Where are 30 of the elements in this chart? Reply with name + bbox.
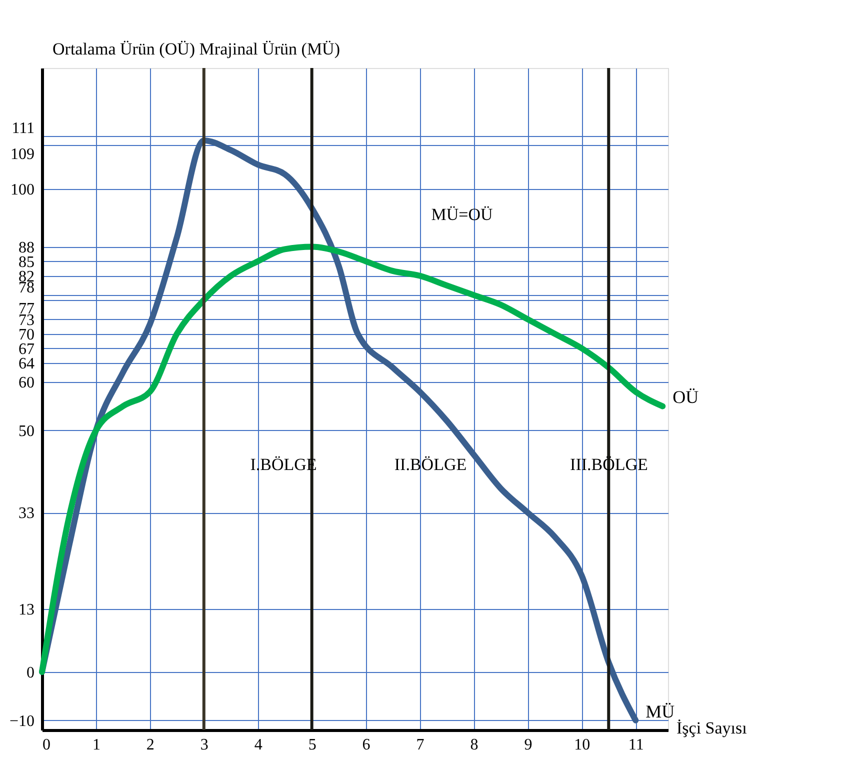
y-tick-label: 67 [18, 340, 34, 358]
y-tick-label: 109 [10, 146, 34, 163]
y-tick-label: 111 [12, 120, 34, 138]
x-tick-label: 2 [146, 736, 154, 754]
x-tick-label: 1 [92, 736, 100, 754]
x-tick-label: 10 [574, 736, 590, 754]
y-tick-label: 88 [18, 239, 34, 256]
y-tick-label: 50 [18, 422, 34, 440]
x-axis-title: İşçi Sayısı [676, 718, 748, 738]
x-tick-label: 0 [42, 736, 50, 754]
y-tick-label: 70 [18, 326, 34, 344]
x-tick-label: 4 [254, 736, 262, 754]
x-tick-label: 7 [416, 736, 424, 754]
y-tick-label: 0 [26, 664, 34, 682]
y-tick-label: −10 [9, 712, 34, 730]
x-tick-label: 8 [470, 736, 478, 754]
x-tick-label: 6 [362, 736, 370, 754]
series-label: OÜ [672, 387, 699, 408]
x-tick-label: 9 [524, 736, 532, 754]
x-tick-label: 3 [200, 736, 208, 754]
y-tick-label: 13 [18, 602, 34, 619]
x-tick-label: 11 [628, 736, 644, 754]
series-label: MÜ [646, 701, 675, 722]
y-tick-label: 85 [18, 254, 34, 271]
y-tick-label: 100 [10, 181, 34, 198]
y-tick-label: 33 [18, 505, 34, 522]
y-axis-title: Ortalama Ürün (OÜ) Mrajinal Ürün (MÜ) [52, 40, 340, 58]
y-tick-label: 60 [18, 374, 34, 392]
y-tick-label: 64 [18, 355, 34, 372]
x-tick-label: 5 [308, 736, 316, 754]
